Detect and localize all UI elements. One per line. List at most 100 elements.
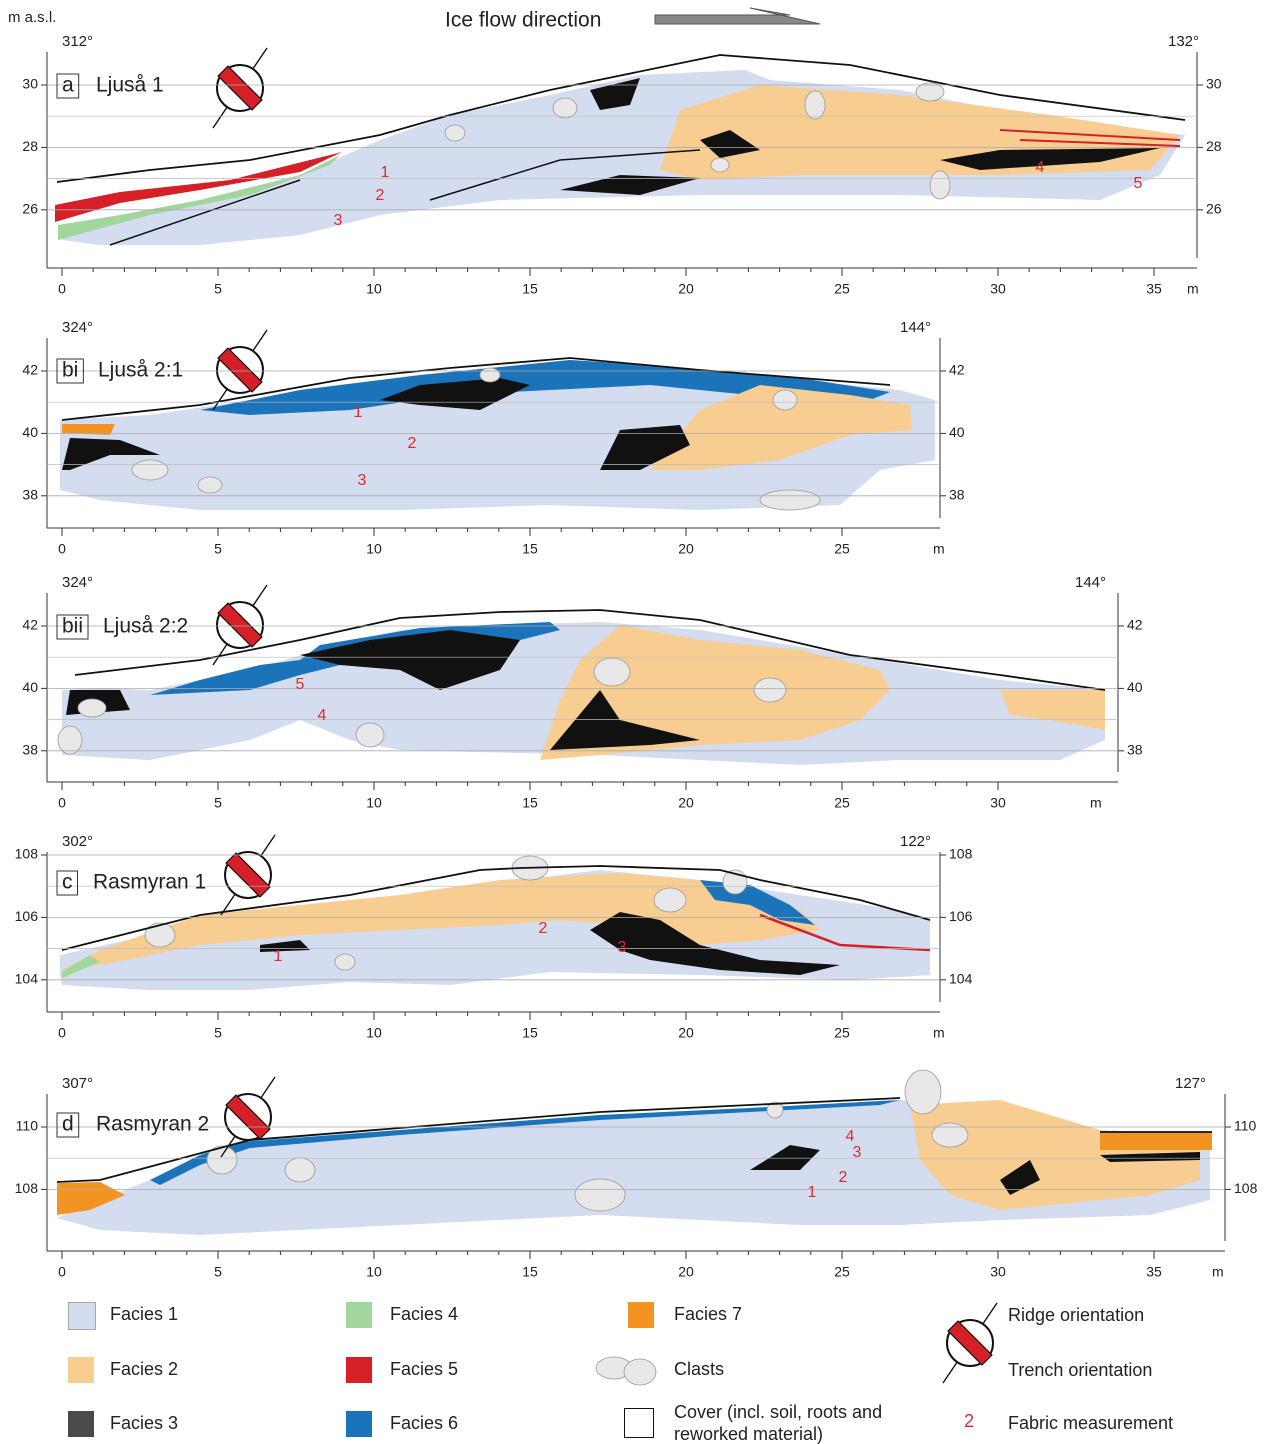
x-tick-label: 0 xyxy=(58,541,66,557)
x-tick-label: 30 xyxy=(990,281,1006,297)
y-tick-label-right: 108 xyxy=(949,846,973,862)
swatch xyxy=(68,1411,94,1437)
swatch xyxy=(624,1408,654,1438)
flow-label: Ice flow direction xyxy=(445,9,601,32)
x-tick-label: 20 xyxy=(678,541,694,557)
legend-label: Fabric measurement xyxy=(1008,1413,1173,1434)
x-tick-label: 5 xyxy=(214,281,222,297)
x-unit: m xyxy=(1212,1264,1224,1280)
panel-name: Rasmyran 2 xyxy=(96,1113,209,1136)
y-tick-label-right: 40 xyxy=(949,424,965,440)
legend-label: Cover (incl. soil, roots and reworked ma… xyxy=(674,1401,904,1444)
y-tick-label: 42 xyxy=(22,617,38,633)
panel-label: bii xyxy=(62,615,83,638)
right-bearing: 127° xyxy=(1175,1075,1206,1092)
y-tick-label: 40 xyxy=(22,679,38,695)
x-tick-label: 0 xyxy=(58,795,66,811)
fabric-label: 3 xyxy=(334,212,343,229)
x-tick-label: 10 xyxy=(366,795,382,811)
x-tick-label: 10 xyxy=(366,1264,382,1280)
legend-label: Ridge orientation xyxy=(1008,1305,1144,1326)
panel-label: a xyxy=(62,74,74,97)
left-bearing: 312° xyxy=(62,33,93,50)
fabric-label: 4 xyxy=(1036,159,1045,176)
y-tick-label-right: 110 xyxy=(1234,1118,1257,1134)
x-tick-label: 15 xyxy=(522,281,538,297)
legend-label: Facies 4 xyxy=(390,1304,458,1325)
legend-label: Facies 6 xyxy=(390,1413,458,1434)
fabric-label: 4 xyxy=(318,707,327,724)
x-tick-label: 25 xyxy=(834,1025,850,1041)
y-tick-label-right: 30 xyxy=(1206,76,1222,92)
x-tick-label: 5 xyxy=(214,541,222,557)
y-tick-label: 42 xyxy=(22,362,38,378)
y-tick-label-right: 38 xyxy=(949,487,965,503)
y-tick-label: 38 xyxy=(22,487,38,503)
x-tick-label: 35 xyxy=(1146,281,1162,297)
y-tick-label-right: 106 xyxy=(949,908,973,924)
fabric-label: 3 xyxy=(618,939,627,956)
x-unit: m xyxy=(933,1025,945,1041)
legend-label: Clasts xyxy=(674,1359,724,1380)
x-tick-label: 15 xyxy=(522,541,538,557)
fabric-label: 2 xyxy=(839,1169,848,1186)
legend-label: Facies 5 xyxy=(390,1359,458,1380)
y-tick-label-right: 38 xyxy=(1127,742,1143,758)
y-tick-label-right: 42 xyxy=(1127,617,1143,633)
y-tick-label: 38 xyxy=(22,742,38,758)
x-unit: m xyxy=(933,541,945,557)
fabric-label: 3 xyxy=(853,1144,862,1161)
figure: m a.s.l. Ice flow direction xyxy=(0,0,1272,1444)
x-tick-label: 0 xyxy=(58,1264,66,1280)
swatch xyxy=(346,1302,372,1328)
x-tick-label: 10 xyxy=(366,541,382,557)
panel-name: Rasmyran 1 xyxy=(93,871,206,894)
panel-label: c xyxy=(62,871,73,894)
y-tick-label-right: 108 xyxy=(1234,1180,1258,1196)
panel-name: Ljuså 2:1 xyxy=(98,359,183,382)
swatch xyxy=(628,1302,654,1328)
panel-name: Ljuså 1 xyxy=(96,74,164,97)
legend-label: Facies 7 xyxy=(674,1304,742,1325)
section-bii xyxy=(58,610,1105,765)
x-tick-label: 20 xyxy=(678,281,694,297)
y-tick-label: 26 xyxy=(22,201,38,217)
swatch xyxy=(346,1357,372,1383)
x-tick-label: 15 xyxy=(522,1264,538,1280)
x-tick-label: 5 xyxy=(214,1264,222,1280)
swatch xyxy=(68,1302,96,1330)
left-bearing: 324° xyxy=(62,319,93,336)
y-tick-label: 108 xyxy=(15,846,39,862)
y-tick-label-right: 28 xyxy=(1206,138,1222,154)
flow-arrow xyxy=(655,8,820,24)
fabric-label: 5 xyxy=(1134,175,1143,192)
y-tick-label-right: 104 xyxy=(949,971,973,987)
x-tick-label: 10 xyxy=(366,1025,382,1041)
right-bearing: 144° xyxy=(900,319,931,336)
panel-label: d xyxy=(62,1113,74,1136)
fabric-label: 1 xyxy=(274,948,283,965)
legend-label: Facies 1 xyxy=(110,1304,178,1325)
left-bearing: 307° xyxy=(62,1075,93,1092)
fabric-label: 5 xyxy=(296,676,305,693)
left-bearing: 302° xyxy=(62,833,93,850)
y-tick-label: 30 xyxy=(22,76,38,92)
swatch xyxy=(68,1357,94,1383)
section-bi xyxy=(60,358,935,510)
x-tick-label: 0 xyxy=(58,1025,66,1041)
y-tick-label: 106 xyxy=(15,908,39,924)
fabric-label: 4 xyxy=(846,1128,855,1145)
x-tick-label: 25 xyxy=(834,541,850,557)
y-tick-label: 40 xyxy=(22,424,38,440)
fabric-label: 1 xyxy=(808,1184,817,1201)
x-tick-label: 30 xyxy=(990,795,1006,811)
x-tick-label: 25 xyxy=(834,795,850,811)
fabric-label: 1 xyxy=(381,164,390,181)
right-bearing: 122° xyxy=(900,833,931,850)
sections: m a.s.l. Ice flow direction xyxy=(0,0,1272,1444)
x-unit: m xyxy=(1187,281,1199,297)
section-d xyxy=(57,1070,1212,1235)
x-tick-label: 20 xyxy=(678,1264,694,1280)
x-tick-label: 20 xyxy=(678,795,694,811)
y-tick-label-right: 26 xyxy=(1206,201,1222,217)
